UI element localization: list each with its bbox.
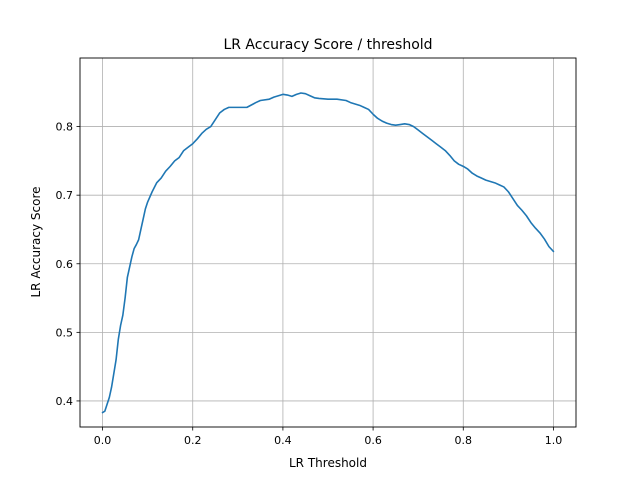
y-tick-label: 0.4 — [56, 395, 74, 408]
y-tick-label: 0.7 — [56, 189, 74, 202]
accuracy-series-line — [101, 92, 555, 414]
y-axis-label: LR Accuracy Score — [29, 186, 43, 297]
y-tick-label: 0.6 — [56, 258, 74, 271]
x-tick-label: 0.8 — [455, 434, 473, 447]
plot-frame — [79, 57, 577, 428]
y-axis-ticks: 0.4 0.5 0.6 0.7 0.8 — [56, 121, 80, 408]
y-tick-label: 0.8 — [56, 121, 74, 134]
x-tick-label: 1.0 — [545, 434, 563, 447]
x-tick-label: 0.0 — [94, 434, 112, 447]
grid-lines — [80, 58, 576, 427]
chart-title: LR Accuracy Score / threshold — [223, 37, 432, 53]
x-tick-label: 0.2 — [184, 434, 202, 447]
y-tick-label: 0.5 — [56, 326, 74, 339]
x-axis-ticks: 0.0 0.2 0.4 0.6 0.8 1.0 — [94, 427, 562, 447]
x-tick-label: 0.4 — [274, 434, 292, 447]
x-tick-label: 0.6 — [364, 434, 382, 447]
x-axis-label: LR Threshold — [289, 456, 367, 470]
